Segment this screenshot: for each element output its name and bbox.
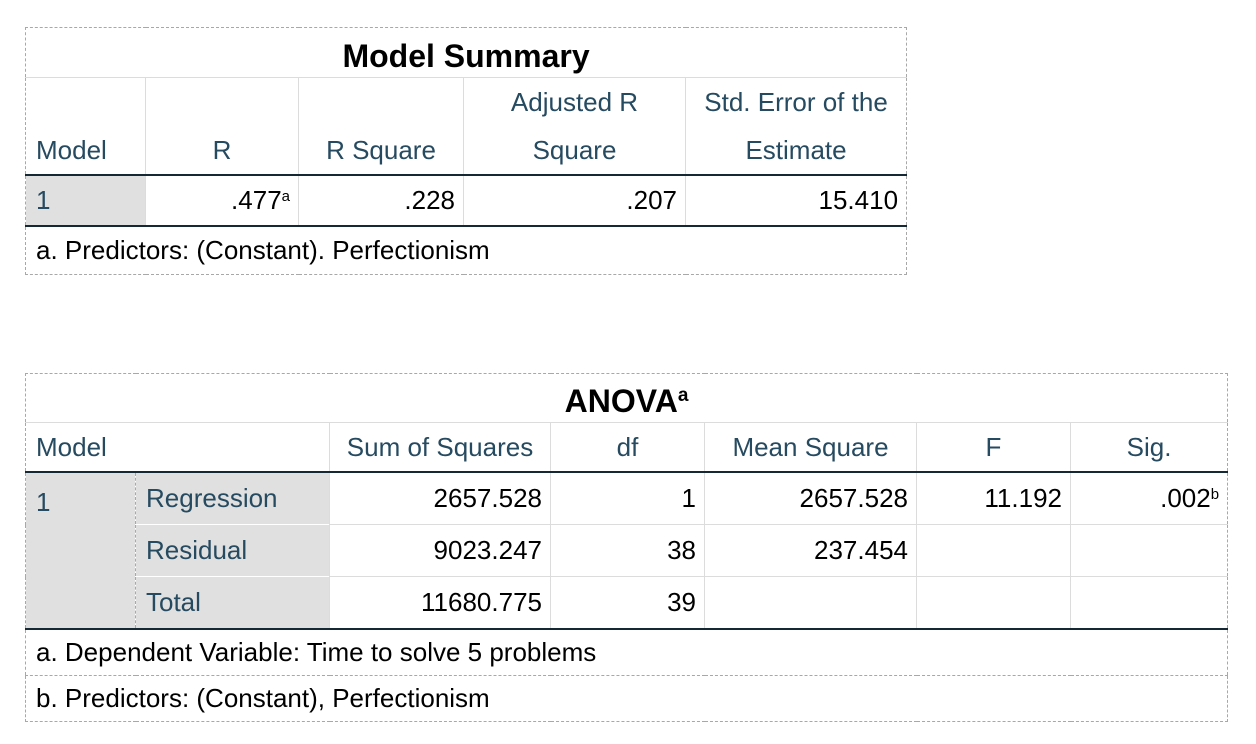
df-value: 39 bbox=[550, 576, 705, 629]
anova-table: ANOVAa Model Sum of Squares df Mean Squa… bbox=[25, 373, 1229, 722]
f-value bbox=[916, 576, 1071, 629]
header-sum-of-squares: Sum of Squares bbox=[329, 422, 551, 472]
row-label-regression: Regression bbox=[135, 472, 330, 525]
model-summary-header-row: Model R R Square Adjusted R Square Std. E… bbox=[25, 77, 907, 175]
header-adjusted-r-square: Adjusted R Square bbox=[463, 77, 686, 175]
df-value: 38 bbox=[550, 524, 705, 577]
f-value bbox=[916, 524, 1071, 577]
header-std-error-line1: Std. Error of the bbox=[704, 87, 888, 117]
r-square-value: .228 bbox=[298, 175, 464, 226]
header-adjusted-r-square-line1: Adjusted R bbox=[510, 87, 639, 117]
anova-title-cell: ANOVAa bbox=[26, 374, 1228, 423]
mean-square-value: 237.454 bbox=[704, 524, 917, 577]
df-value: 1 bbox=[550, 472, 705, 525]
mean-square-value: 2657.528 bbox=[704, 472, 917, 525]
header-model: Model bbox=[25, 422, 330, 472]
sum-of-squares-value: 2657.528 bbox=[329, 472, 551, 525]
anova-title-footnote-marker: a bbox=[677, 385, 689, 406]
anova-footnote-b: b. Predictors: (Constant), Perfectionism bbox=[25, 675, 1228, 722]
sig-value: .002 bbox=[1160, 483, 1211, 513]
header-sig: Sig. bbox=[1069, 422, 1228, 472]
model-number: 1 bbox=[25, 175, 146, 226]
header-f: F bbox=[916, 422, 1071, 472]
sig-value-cell: .002b bbox=[1069, 472, 1228, 525]
r-footnote-marker: a bbox=[281, 188, 290, 205]
header-r-square: R Square bbox=[298, 77, 464, 175]
model-summary-title: Model Summary bbox=[342, 38, 590, 74]
anova-footnote-a: a. Dependent Variable: Time to solve 5 p… bbox=[36, 637, 597, 667]
sum-of-squares-value: 11680.775 bbox=[329, 576, 551, 629]
adjusted-r-square-value: .207 bbox=[463, 175, 686, 226]
sig-footnote-marker: b bbox=[1210, 486, 1220, 503]
sig-value bbox=[1069, 524, 1228, 577]
model-summary-table: Model Summary Model R R Square Adjusted … bbox=[25, 27, 908, 275]
header-df: df bbox=[550, 422, 705, 472]
r-value-cell: .477a bbox=[145, 175, 299, 226]
header-mean-square: Mean Square bbox=[704, 422, 917, 472]
anova-title: ANOVA bbox=[564, 383, 678, 419]
r-value: .477 bbox=[231, 185, 282, 215]
row-label-residual: Residual bbox=[135, 524, 330, 577]
model-number: 1 bbox=[25, 472, 136, 629]
std-error-value: 15.410 bbox=[684, 175, 907, 226]
table-row: 1 Regression 2657.528 1 2657.528 11.192 … bbox=[25, 472, 1228, 629]
model-summary-footnote: a. Predictors: (Constant). Perfectionism bbox=[36, 235, 490, 265]
table-row: Total 11680.775 39 bbox=[25, 576, 1228, 629]
anova-header-row: Model Sum of Squares df Mean Square F Si… bbox=[25, 422, 1228, 472]
header-r: R bbox=[145, 77, 299, 175]
table-row: 1 .477a .228 .207 15.410 bbox=[25, 175, 907, 226]
header-model: Model bbox=[25, 77, 146, 175]
table-row: Residual 9023.247 38 237.454 bbox=[26, 524, 1228, 577]
header-std-error: Std. Error of the Estimate bbox=[684, 77, 907, 175]
row-label-total: Total bbox=[135, 576, 330, 629]
header-adjusted-r-square-line2: Square bbox=[532, 135, 617, 165]
header-std-error-line2: Estimate bbox=[745, 135, 847, 165]
sig-value bbox=[1069, 576, 1228, 629]
sum-of-squares-value: 9023.247 bbox=[329, 524, 551, 577]
mean-square-value bbox=[704, 576, 917, 629]
f-value: 11.192 bbox=[916, 472, 1071, 525]
